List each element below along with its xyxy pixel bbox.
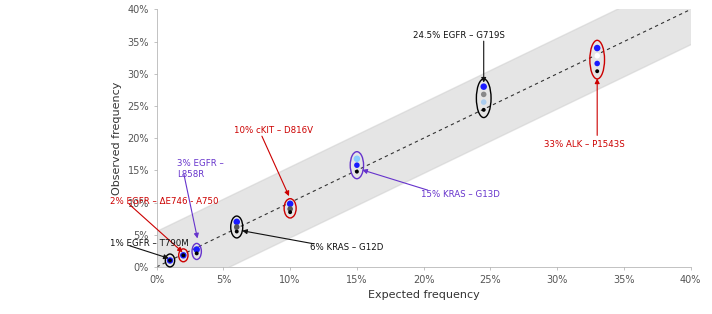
Point [164, 258, 176, 263]
Point [592, 46, 603, 51]
Point [164, 258, 176, 263]
Text: 15% KRAS – G13D: 15% KRAS – G13D [421, 190, 500, 199]
Point [592, 61, 603, 66]
Point [231, 229, 242, 234]
Point [592, 69, 603, 74]
Text: 1% EGFR – T790M: 1% EGFR – T790M [110, 239, 189, 248]
X-axis label: Expected frequency: Expected frequency [368, 290, 479, 300]
Point [284, 201, 296, 206]
Point [351, 163, 362, 168]
Point [351, 156, 362, 161]
Point [351, 169, 362, 174]
Point [178, 253, 189, 258]
Text: 33% ALK – P1543S: 33% ALK – P1543S [544, 140, 624, 149]
Point [178, 253, 189, 258]
Point [191, 251, 202, 256]
Point [231, 225, 242, 230]
Y-axis label: Observed frequency: Observed frequency [112, 81, 122, 195]
Point [478, 100, 489, 105]
Point [231, 219, 242, 224]
Point [478, 84, 489, 89]
Point [478, 92, 489, 97]
Text: 6% KRAS – G12D: 6% KRAS – G12D [310, 243, 384, 252]
Text: 3% EGFR –
L858R: 3% EGFR – L858R [177, 160, 224, 179]
Point [191, 247, 202, 252]
Text: 24.5% EGFR – G719S: 24.5% EGFR – G719S [413, 31, 505, 40]
Point [592, 53, 603, 58]
Text: 2% EGFR – ΔE746 - A750: 2% EGFR – ΔE746 - A750 [110, 197, 219, 206]
Point [478, 107, 489, 112]
Point [284, 207, 296, 212]
Text: 10% cKIT – D816V: 10% cKIT – D816V [234, 126, 313, 135]
Point [284, 210, 296, 215]
